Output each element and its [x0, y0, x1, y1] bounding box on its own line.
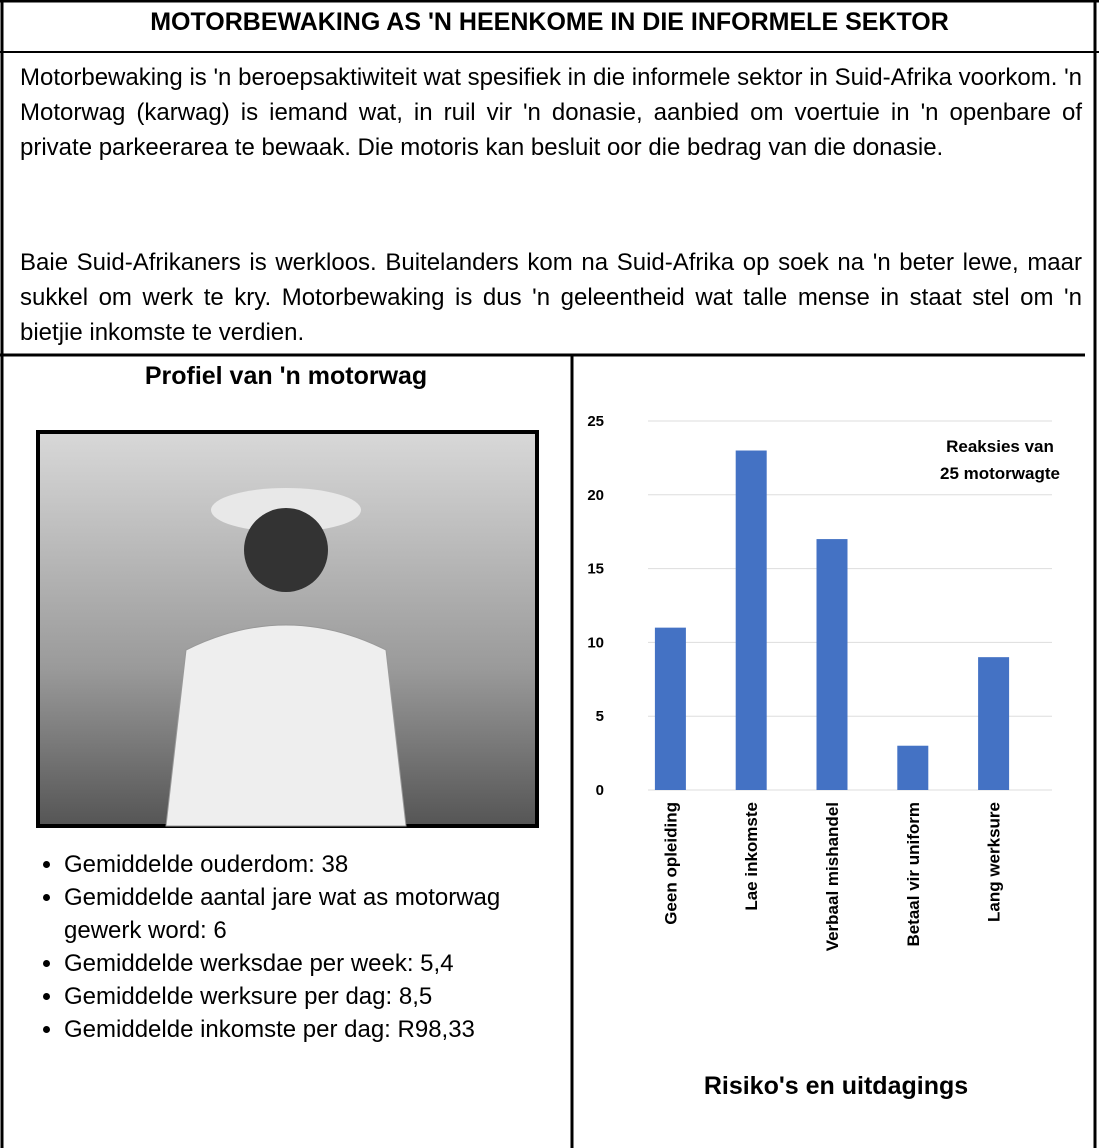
- bar: [736, 451, 767, 790]
- bullet: Gemiddelde werksure per dag: 8,5: [64, 980, 584, 1013]
- bullet: Gemiddelde werksdae per week: 5,4: [64, 947, 584, 980]
- y-tick-label: 20: [587, 487, 604, 504]
- chart-title: Risiko's en uitdagings: [704, 1072, 968, 1100]
- x-tick-label: Lang werksure: [985, 802, 1004, 922]
- photo: [36, 430, 539, 828]
- y-tick-label: 25: [587, 413, 604, 430]
- bullet: Gemiddelde inkomste per dag: R98,33: [64, 1013, 584, 1046]
- bar: [655, 628, 686, 790]
- profile-title: Profiel van 'n motorwag: [0, 362, 572, 391]
- x-tick-label: Geen opleiding: [661, 802, 680, 925]
- paragraph: Motorbewaking is 'n beroepsaktiwiteit wa…: [20, 60, 1082, 165]
- annotation: Reaksies van: [946, 437, 1054, 456]
- bullet: Gemiddelde aantal jare wat as motorwag g…: [64, 881, 584, 947]
- x-tick-label: Verbaal mishandel: [823, 802, 842, 951]
- title: MOTORBEWAKING AS 'N HEENKOME IN DIE INFO…: [0, 8, 1099, 37]
- y-tick-label: 5: [596, 708, 604, 725]
- y-tick-label: 10: [587, 634, 604, 651]
- y-tick-label: 15: [587, 561, 604, 578]
- x-tick-label: Betaal vir uniform: [904, 802, 923, 947]
- paragraph: Baie Suid-Afrikaners is werkloos. Buitel…: [20, 245, 1082, 350]
- bullet: Gemiddelde ouderdom: 38: [64, 848, 584, 881]
- bar: [897, 746, 928, 790]
- page: MOTORBEWAKING AS 'N HEENKOME IN DIE INFO…: [0, 0, 1099, 1148]
- bar: [978, 657, 1009, 790]
- x-tick-label: Lae inkomste: [742, 802, 761, 911]
- chart: 0 5 10 15 20 25 Geen opleiding Lae inkomste Verb…: [574, 356, 1094, 1146]
- annotation: 25 motorwagte: [940, 464, 1060, 483]
- profile-list: Gemiddelde ouderdom: 38Gemiddelde aantal…: [20, 848, 584, 1046]
- y-tick-label: 0: [596, 782, 604, 799]
- bar: [817, 539, 848, 790]
